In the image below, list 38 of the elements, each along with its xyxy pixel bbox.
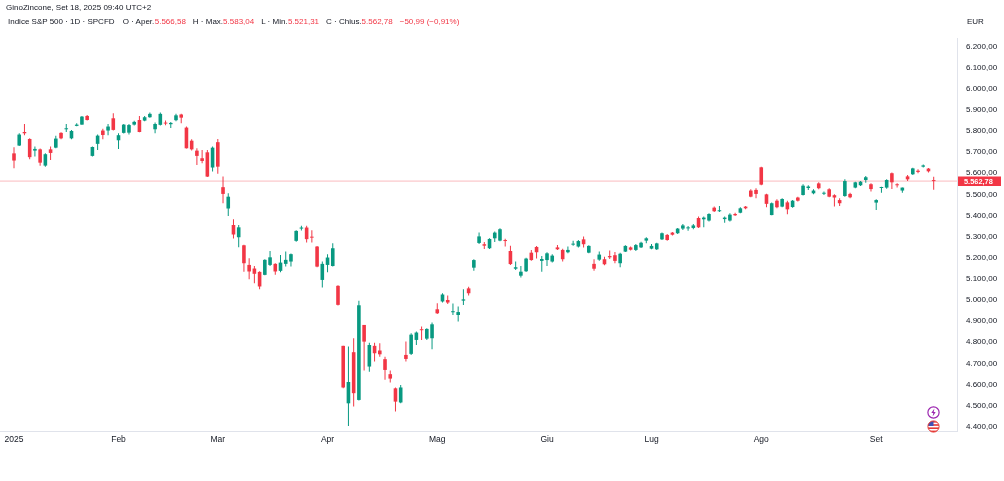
y-tick-label: 4.500,00 bbox=[966, 400, 998, 410]
y-tick-label: 5.200,00 bbox=[966, 252, 998, 262]
x-tick-label: Ago bbox=[753, 434, 770, 445]
x-tick-label: Feb bbox=[111, 434, 127, 445]
chart-title: Indice S&P 500 · 1D · SPCFD bbox=[8, 17, 115, 27]
text: C · Chius.5.562,78 bbox=[326, 17, 394, 27]
y-tick-label: 6.200,00 bbox=[966, 41, 998, 51]
y-tick-label: 5.500,00 bbox=[966, 189, 998, 199]
text: O · Aper.5.566,58 bbox=[122, 17, 187, 27]
text: L · Min.5.521,31 bbox=[261, 17, 320, 27]
x-tick-label: Set bbox=[869, 434, 884, 445]
y-tick-label: 4.900,00 bbox=[966, 316, 998, 326]
x-tick-label: 2025 bbox=[4, 434, 24, 445]
y-tick-label: 5.100,00 bbox=[966, 274, 998, 284]
x-tick-label: Lug bbox=[644, 434, 659, 445]
y-tick-label: 5.000,00 bbox=[966, 295, 998, 305]
y-tick-label: 5.700,00 bbox=[966, 147, 998, 157]
candlestick bbox=[310, 230, 314, 243]
y-tick-label: 5.800,00 bbox=[966, 126, 998, 136]
x-tick-label: Giu bbox=[540, 434, 554, 445]
y-tick-label: 6.100,00 bbox=[966, 62, 998, 72]
y-tick-label: 5.900,00 bbox=[966, 105, 998, 115]
text: GinoZincone, Set 18, 2025 09:40 UTC+2 bbox=[6, 3, 152, 13]
y-tick-label: 4.600,00 bbox=[966, 379, 998, 389]
y-tick-label: 4.400,00 bbox=[966, 421, 998, 431]
candlestick bbox=[451, 303, 455, 315]
text: H · Max.5.583,04 bbox=[192, 17, 255, 27]
x-tick-label: Mar bbox=[210, 434, 226, 445]
y-tick-label: 5.600,00 bbox=[966, 168, 998, 178]
text: −50,99 (−0,91%) bbox=[399, 17, 460, 27]
x-tick-label: Mag bbox=[429, 434, 446, 445]
y-tick-label: 6.000,00 bbox=[966, 83, 998, 93]
y-tick-label: 4.700,00 bbox=[966, 358, 998, 368]
x-tick-label: Apr bbox=[320, 434, 335, 445]
y-axis-title: EUR bbox=[967, 17, 985, 27]
y-tick-label: 5.400,00 bbox=[966, 210, 998, 220]
y-tick-label: 4.800,00 bbox=[966, 337, 998, 347]
y-tick-label: 5.300,00 bbox=[966, 231, 998, 241]
